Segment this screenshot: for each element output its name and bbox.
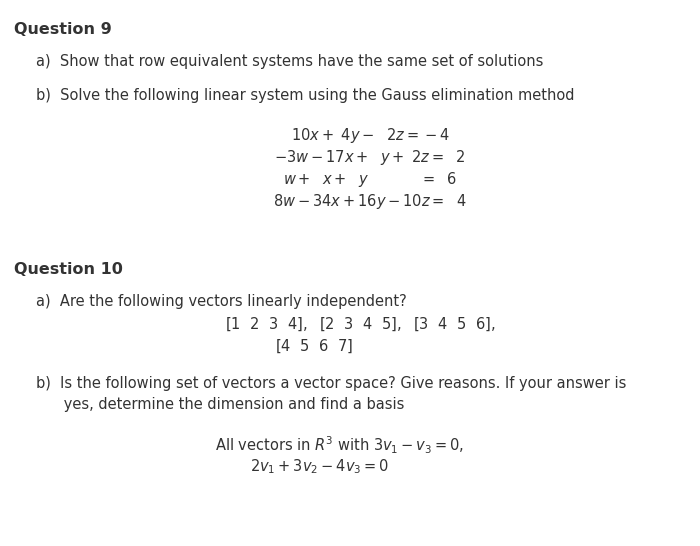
Text: $10x + \ 4y - \ \ 2z = -4$: $10x + \ 4y - \ \ 2z = -4$ — [290, 126, 449, 145]
Text: $2v_1 + 3v_2 - 4v_3 = 0$: $2v_1 + 3v_2 - 4v_3 = 0$ — [251, 457, 389, 476]
Text: $[4 \ \ 5 \ \ 6 \ \ 7]$: $[4 \ \ 5 \ \ 6 \ \ 7]$ — [275, 338, 353, 355]
Text: $8w - 34x + 16y - 10z = \ \ 4$: $8w - 34x + 16y - 10z = \ \ 4$ — [273, 192, 467, 211]
Text: All vectors in $R^3$ with $3v_1 - v_3 = 0,$: All vectors in $R^3$ with $3v_1 - v_3 = … — [216, 435, 465, 456]
Text: $w + \ \ x + \ \ y \qquad\quad \ \ = \ \ 6$: $w + \ \ x + \ \ y \qquad\quad \ \ = \ \… — [283, 170, 457, 189]
Text: b)  Is the following set of vectors a vector space? Give reasons. If your answer: b) Is the following set of vectors a vec… — [36, 376, 626, 391]
Text: yes, determine the dimension and find a basis: yes, determine the dimension and find a … — [36, 397, 405, 412]
Text: $-3w - 17x + \ \ y + \ 2z = \ \ 2$: $-3w - 17x + \ \ y + \ 2z = \ \ 2$ — [274, 148, 466, 167]
Text: a)  Show that row equivalent systems have the same set of solutions: a) Show that row equivalent systems have… — [36, 54, 543, 69]
Text: Question 10: Question 10 — [14, 262, 123, 277]
Text: $[1 \ \ 2 \ \ 3 \ \ 4], \ \ [2 \ \ 3 \ \ 4 \ \ 5], \ \ [3 \ \ 4 \ \ 5 \ \ 6],$: $[1 \ \ 2 \ \ 3 \ \ 4], \ \ [2 \ \ 3 \ \… — [225, 316, 496, 334]
Text: b)  Solve the following linear system using the Gauss elimination method: b) Solve the following linear system usi… — [36, 88, 575, 103]
Text: a)  Are the following vectors linearly independent?: a) Are the following vectors linearly in… — [36, 294, 407, 309]
Text: Question 9: Question 9 — [14, 22, 112, 37]
